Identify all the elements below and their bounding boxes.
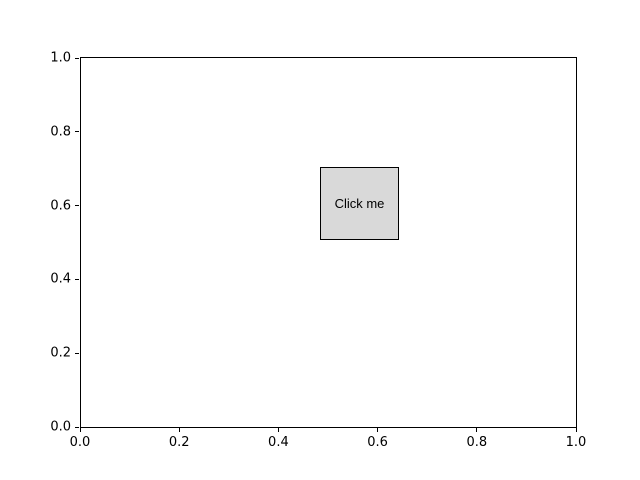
x-tick-label: 0.0 xyxy=(69,435,91,450)
y-tick-label: 0.4 xyxy=(50,271,71,287)
x-tick-mark xyxy=(575,428,577,432)
x-tick-label: 0.2 xyxy=(168,435,190,450)
x-tick-mark xyxy=(178,428,180,432)
x-tick-label: 1.0 xyxy=(565,435,587,450)
y-tick-mark xyxy=(75,131,79,133)
y-tick-label: 0.2 xyxy=(50,345,71,361)
y-tick-mark xyxy=(75,57,79,59)
plot-area xyxy=(80,57,577,428)
y-tick-label: 0.6 xyxy=(50,198,71,214)
click-me-button[interactable]: Click me xyxy=(320,167,399,241)
y-tick-label: 0.0 xyxy=(50,419,71,435)
x-tick-mark xyxy=(277,428,279,432)
y-tick-label: 1.0 xyxy=(50,50,71,66)
x-tick-mark xyxy=(79,428,81,432)
y-tick-mark xyxy=(75,278,79,280)
y-tick-mark xyxy=(75,426,79,428)
y-tick-mark xyxy=(75,352,79,354)
x-tick-label: 0.4 xyxy=(268,435,289,450)
x-tick-label: 0.6 xyxy=(367,435,388,450)
y-tick-label: 0.8 xyxy=(50,124,71,140)
x-tick-label: 0.8 xyxy=(466,435,488,450)
x-tick-mark xyxy=(377,428,379,432)
y-tick-mark xyxy=(75,205,79,207)
x-tick-mark xyxy=(476,428,478,432)
